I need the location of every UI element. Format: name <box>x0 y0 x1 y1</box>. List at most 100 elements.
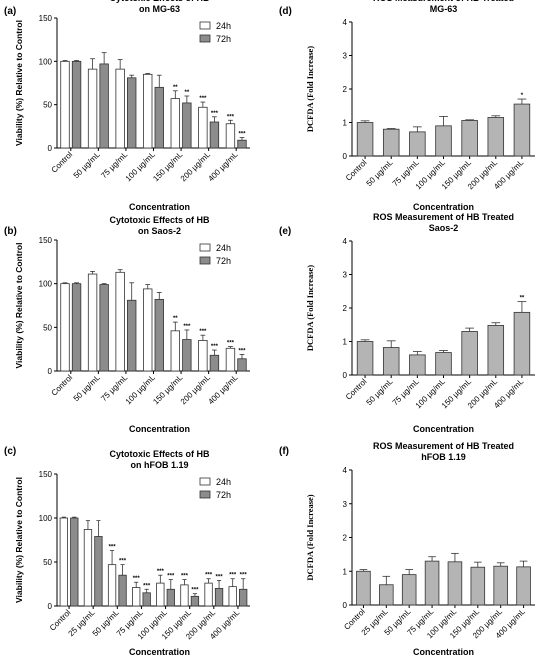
bar <box>209 121 220 149</box>
x-tick-label: 50 µg/mL <box>72 373 102 403</box>
bar <box>198 340 208 372</box>
bar <box>190 595 200 607</box>
significance-mark: ** <box>185 90 190 96</box>
bar <box>409 354 426 376</box>
legend-swatch <box>199 34 211 43</box>
bar <box>424 560 440 606</box>
significance-mark: *** <box>109 545 117 551</box>
x-axis-label: Concentration <box>129 424 190 434</box>
bar <box>143 73 153 149</box>
significance-mark: *** <box>211 111 219 117</box>
bar <box>237 139 247 149</box>
legend-label: 24h <box>216 21 231 31</box>
panel-letter: (c) <box>4 446 16 457</box>
x-tick-label: 400 µg/mL <box>206 373 240 407</box>
y-tick-label: 4 <box>343 466 348 475</box>
y-tick-label: 100 <box>39 280 53 289</box>
bar <box>225 123 236 149</box>
bar <box>132 587 141 607</box>
legend-swatch <box>199 243 211 252</box>
y-tick-label: 4 <box>343 237 348 246</box>
y-axis-label: DCFDA (Fold Increase) <box>305 46 315 132</box>
legend-label: 72h <box>216 490 231 500</box>
significance-mark: *** <box>167 574 175 580</box>
chart-title-line: Saos-2 <box>429 223 459 233</box>
bar <box>204 582 213 607</box>
y-tick-label: 100 <box>39 514 53 523</box>
bar <box>156 582 165 607</box>
bar <box>237 358 247 372</box>
bar <box>115 271 125 372</box>
y-tick-label: 0 <box>48 367 53 376</box>
bar <box>447 561 463 606</box>
legend-label: 72h <box>216 34 231 44</box>
y-tick-label: 1 <box>343 119 348 128</box>
bar <box>356 122 374 157</box>
bar <box>487 325 505 376</box>
y-tick-label: 150 <box>39 14 53 23</box>
x-tick-label: 50 µg/mL <box>365 158 395 188</box>
y-tick-label: 2 <box>343 85 348 94</box>
bar <box>225 347 236 372</box>
significance-mark: *** <box>205 573 213 579</box>
bar <box>127 299 137 372</box>
x-axis-label: Concentration <box>413 647 474 657</box>
y-tick-label: 0 <box>48 602 53 611</box>
y-tick-label: 150 <box>39 470 53 479</box>
panel-letter: (e) <box>279 226 291 237</box>
bar <box>60 60 70 149</box>
bar <box>87 273 98 372</box>
x-axis-label: Concentration <box>129 202 190 212</box>
y-tick-label: 0 <box>343 152 348 161</box>
x-tick-label: 50 µg/mL <box>72 150 102 180</box>
y-tick-label: 50 <box>43 558 52 567</box>
significance-mark: *** <box>211 344 219 350</box>
bar <box>87 68 98 149</box>
x-tick-label: Control <box>344 377 369 402</box>
significance-mark: *** <box>191 588 199 594</box>
y-tick-label: 1 <box>343 338 348 347</box>
y-axis-label: DCFDA (Fold Increase) <box>305 494 315 580</box>
x-axis-label: Concentration <box>129 647 190 657</box>
y-axis-label: Viability (%) Relative to Control <box>14 20 24 146</box>
bar <box>59 517 68 607</box>
significance-mark: *** <box>199 96 207 102</box>
chart-title-line: ROS Measurement of HB Treated <box>373 0 514 3</box>
bar <box>83 529 93 607</box>
significance-mark: *** <box>157 569 165 575</box>
bar <box>71 60 82 149</box>
panel-letter: (f) <box>279 446 289 457</box>
legend-label: 24h <box>216 477 231 487</box>
chart-title-line: on Saos-2 <box>138 226 181 236</box>
bar <box>71 283 82 372</box>
bar <box>214 587 224 607</box>
bar <box>70 517 79 607</box>
bar <box>154 86 164 149</box>
bar <box>99 63 109 149</box>
x-tick-label: 400 µg/mL <box>206 150 240 184</box>
significance-mark: ** <box>173 316 178 322</box>
y-tick-label: 4 <box>343 18 348 27</box>
bar <box>435 352 452 376</box>
significance-mark: ** <box>520 296 525 302</box>
x-axis-label: Concentration <box>413 424 474 434</box>
bar <box>461 331 478 376</box>
bar <box>170 98 180 149</box>
bar <box>356 570 371 606</box>
y-axis-label: DCFDA (Fold Increase) <box>305 265 315 351</box>
chart-title-line: MG-63 <box>430 4 458 14</box>
bar <box>470 566 486 606</box>
bar <box>356 341 374 376</box>
legend-label: 24h <box>216 243 231 253</box>
y-tick-label: 2 <box>343 304 348 313</box>
bar <box>513 311 531 376</box>
y-tick-label: 3 <box>343 500 348 509</box>
bar <box>401 574 417 606</box>
chart-title-line: ROS Measurement of HB Treated <box>373 212 514 222</box>
legend-swatch <box>199 490 211 499</box>
significance-mark: *** <box>143 583 151 589</box>
panel-letter: (d) <box>279 6 292 17</box>
panel-d: (d) ROS Measurement of HB TreatedMG-63 DCF… <box>279 0 535 212</box>
significance-mark: *** <box>133 576 141 582</box>
